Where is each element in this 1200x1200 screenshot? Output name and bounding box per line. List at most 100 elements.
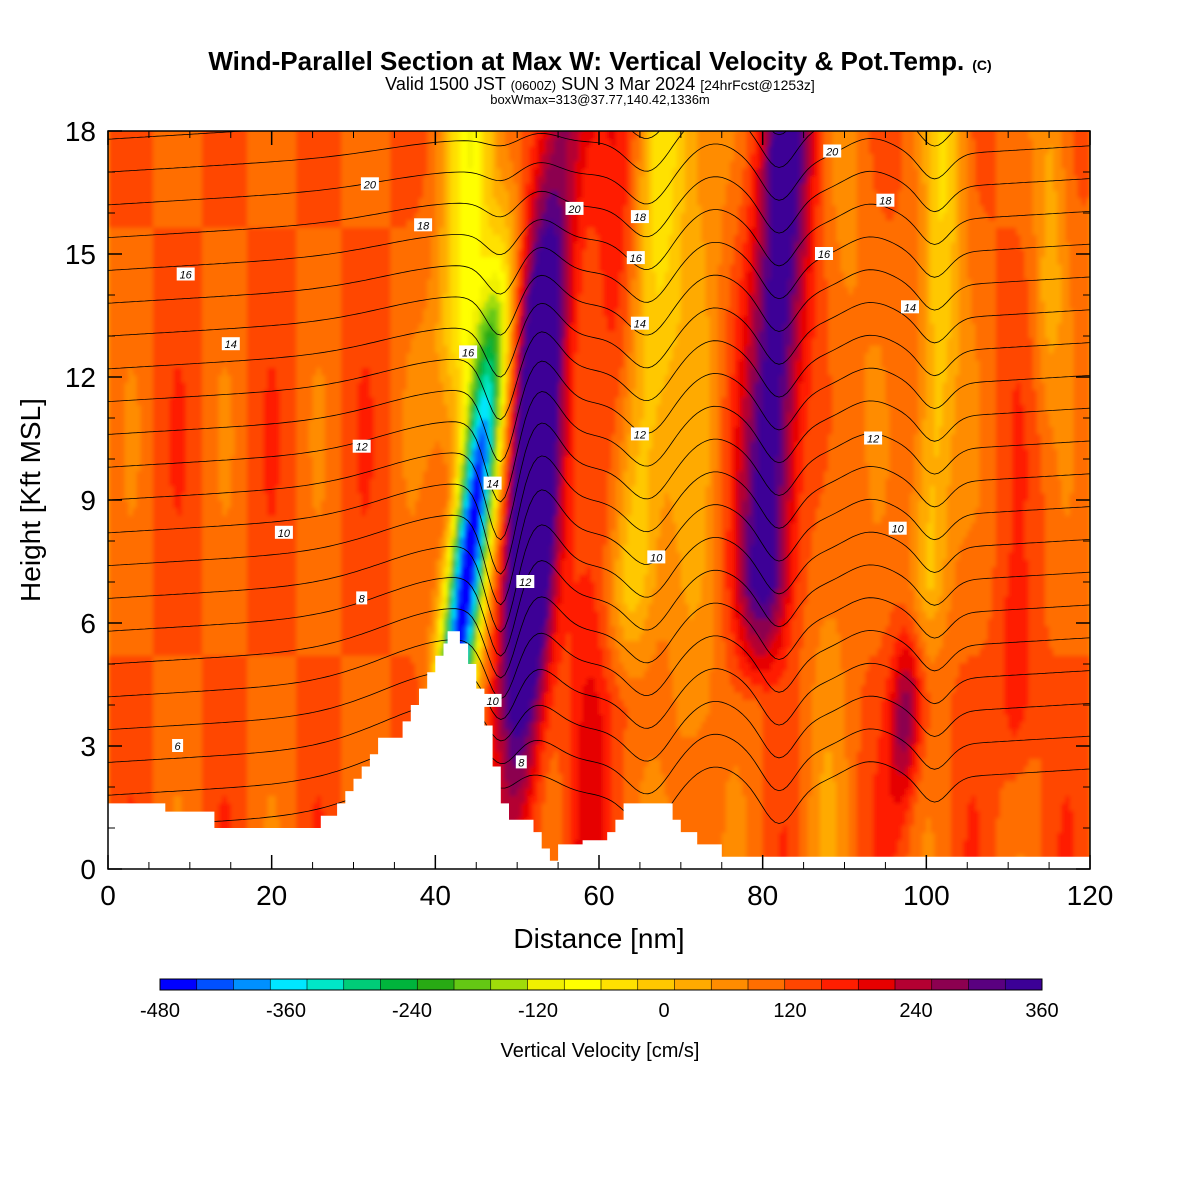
velocity-cell xyxy=(255,212,261,221)
velocity-cell xyxy=(206,145,212,154)
velocity-cell xyxy=(271,411,277,420)
velocity-cell xyxy=(226,426,232,435)
velocity-cell xyxy=(189,433,195,442)
velocity-cell xyxy=(148,581,154,590)
velocity-cell xyxy=(202,714,207,723)
velocity-cell xyxy=(128,308,134,317)
velocity-cell xyxy=(169,728,175,737)
velocity-cell xyxy=(181,153,187,162)
velocity-cell xyxy=(202,758,207,767)
velocity-cell xyxy=(271,817,277,826)
velocity-cell xyxy=(181,618,187,627)
velocity-cell xyxy=(124,418,130,427)
velocity-cell xyxy=(136,477,142,487)
velocity-cell xyxy=(267,271,273,280)
velocity-cell xyxy=(255,795,261,804)
velocity-cell xyxy=(210,492,216,501)
velocity-cell xyxy=(234,573,240,582)
velocity-cell xyxy=(226,536,232,546)
velocity-cell xyxy=(267,787,273,796)
velocity-cell xyxy=(120,714,126,723)
velocity-cell xyxy=(263,500,269,509)
velocity-cell xyxy=(153,448,158,457)
velocity-cell xyxy=(271,736,277,745)
velocity-cell xyxy=(124,514,130,523)
velocity-cell xyxy=(189,138,195,147)
velocity-cell xyxy=(255,308,261,317)
velocity-cell xyxy=(193,721,199,730)
velocity-cell xyxy=(214,625,220,634)
velocity-cell xyxy=(206,595,212,605)
velocity-cell xyxy=(247,175,252,184)
velocity-cell xyxy=(222,758,228,767)
velocity-cell xyxy=(202,263,207,272)
velocity-cell xyxy=(148,714,154,723)
velocity-cell xyxy=(120,662,126,671)
velocity-cell xyxy=(247,204,252,213)
velocity-cell xyxy=(243,204,248,213)
velocity-cell xyxy=(189,529,195,538)
velocity-cell xyxy=(189,315,195,324)
velocity-cell xyxy=(128,404,134,413)
velocity-cell xyxy=(198,153,203,162)
velocity-cell xyxy=(165,529,171,538)
velocity-cell xyxy=(247,640,252,649)
velocity-cell xyxy=(169,684,175,693)
velocity-cell xyxy=(140,485,146,494)
velocity-cell xyxy=(144,234,150,243)
velocity-cell xyxy=(271,581,277,590)
velocity-cell xyxy=(193,249,199,258)
velocity-cell xyxy=(169,758,175,767)
velocity-cell xyxy=(259,736,265,745)
velocity-cell xyxy=(153,234,158,243)
velocity-cell xyxy=(255,699,261,708)
velocity-cell xyxy=(243,477,248,487)
velocity-cell xyxy=(140,330,146,339)
velocity-cell xyxy=(132,204,138,213)
velocity-cell xyxy=(238,625,244,634)
velocity-cell xyxy=(165,728,171,737)
velocity-cell xyxy=(238,743,244,752)
velocity-cell xyxy=(243,241,248,250)
velocity-cell xyxy=(132,411,138,420)
velocity-cell xyxy=(251,743,257,752)
velocity-cell xyxy=(230,492,236,501)
velocity-cell xyxy=(144,787,150,796)
velocity-cell xyxy=(259,175,265,184)
velocity-cell xyxy=(206,721,212,730)
velocity-cell xyxy=(230,522,236,531)
velocity-cell xyxy=(263,662,269,671)
velocity-cell xyxy=(108,197,113,206)
velocity-cell xyxy=(214,773,220,782)
velocity-cell xyxy=(144,773,150,782)
velocity-cell xyxy=(144,677,150,686)
velocity-cell xyxy=(120,529,126,538)
velocity-cell xyxy=(255,581,261,590)
velocity-cell xyxy=(148,669,154,678)
velocity-cell xyxy=(251,492,257,501)
velocity-cell xyxy=(206,544,212,553)
velocity-cell xyxy=(108,662,113,671)
velocity-cell xyxy=(136,271,142,280)
velocity-cell xyxy=(157,529,162,538)
velocity-cell xyxy=(259,529,265,538)
velocity-cell xyxy=(165,374,171,383)
velocity-cell xyxy=(165,153,171,162)
velocity-cell xyxy=(173,522,179,531)
velocity-cell xyxy=(230,441,236,450)
velocity-cell xyxy=(165,544,171,553)
velocity-cell xyxy=(144,345,150,354)
velocity-cell xyxy=(165,655,171,664)
velocity-cell xyxy=(271,522,277,531)
velocity-cell xyxy=(193,640,199,649)
velocity-cell xyxy=(153,773,158,782)
velocity-cell xyxy=(136,595,142,605)
velocity-cell xyxy=(263,595,269,605)
velocity-cell xyxy=(157,551,162,560)
velocity-cell xyxy=(189,322,195,332)
velocity-cell xyxy=(173,160,179,169)
velocity-cell xyxy=(173,699,179,708)
velocity-cell xyxy=(255,278,261,287)
velocity-cell xyxy=(124,463,130,472)
velocity-cell xyxy=(173,418,179,427)
